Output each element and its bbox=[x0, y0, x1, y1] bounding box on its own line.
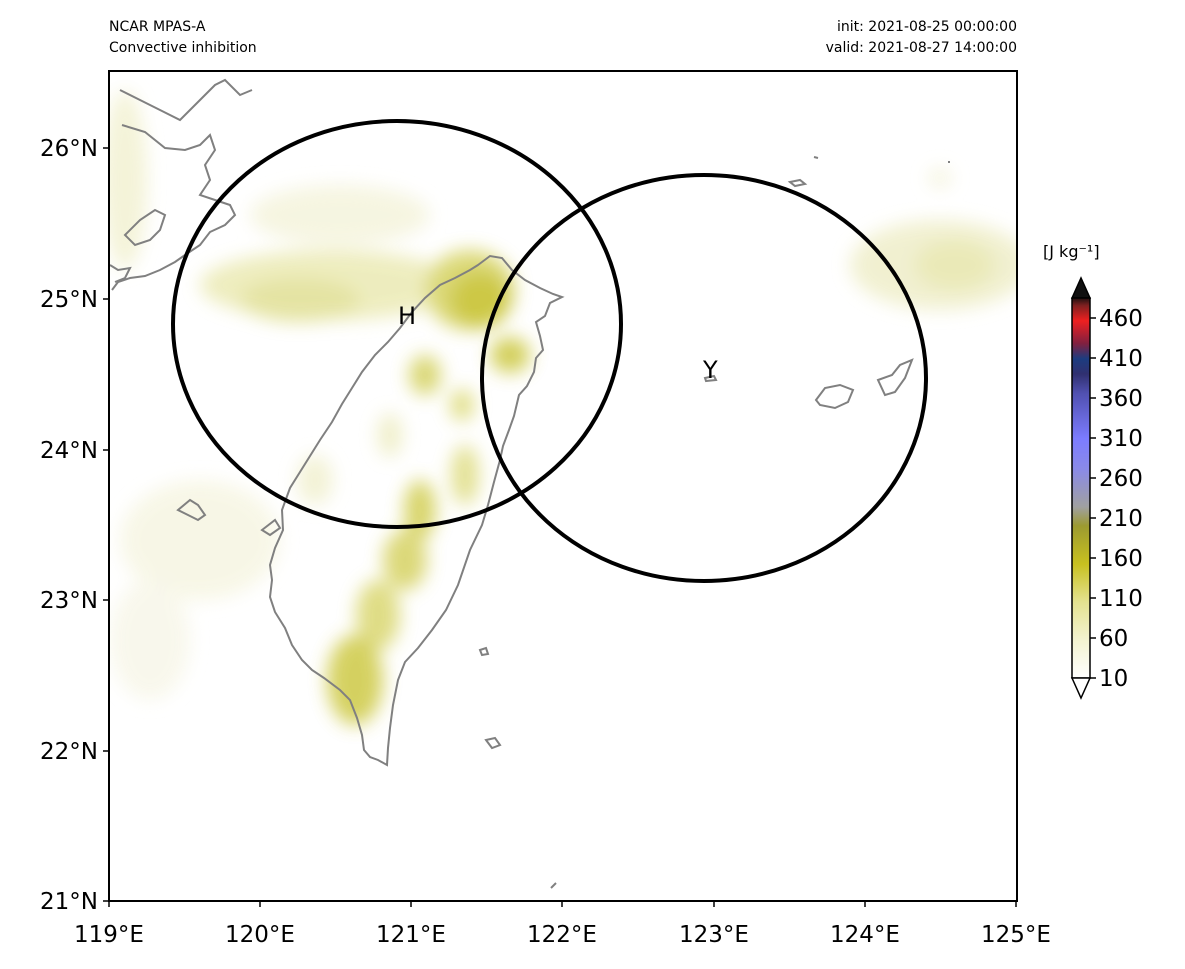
x-tick-120: 120°E bbox=[225, 922, 295, 948]
range-circle-h bbox=[171, 119, 623, 529]
marker-h: H bbox=[398, 302, 416, 330]
x-axis: 119°E 120°E 121°E 122°E 123°E 124°E 125°… bbox=[74, 901, 1051, 948]
cb-tick-410: 410 bbox=[1099, 346, 1143, 372]
header-right: init: 2021-08-25 00:00:00 valid: 2021-08… bbox=[826, 17, 1017, 59]
y-tick-21: 21°N bbox=[40, 889, 98, 915]
cb-tick-460: 460 bbox=[1099, 306, 1143, 332]
range-circle-y bbox=[480, 173, 928, 583]
cb-tick-110: 110 bbox=[1099, 586, 1143, 612]
coastlines bbox=[109, 78, 950, 889]
cb-tick-160: 160 bbox=[1099, 546, 1143, 572]
y-tick-23: 23°N bbox=[40, 588, 98, 614]
x-tick-119: 119°E bbox=[74, 922, 144, 948]
model-name: NCAR MPAS-A bbox=[109, 19, 206, 35]
init-time: init: 2021-08-25 00:00:00 bbox=[837, 19, 1017, 35]
cb-tick-260: 260 bbox=[1099, 466, 1143, 492]
cb-tick-210: 210 bbox=[1099, 506, 1143, 532]
colorbar: [J kg⁻¹] 10 60 110 160 210 260 310 360 4… bbox=[1043, 242, 1143, 700]
y-tick-22: 22°N bbox=[40, 739, 98, 765]
x-tick-125: 125°E bbox=[981, 922, 1051, 948]
y-tick-26: 26°N bbox=[40, 136, 98, 162]
x-tick-123: 123°E bbox=[679, 922, 749, 948]
cb-tick-60: 60 bbox=[1099, 626, 1128, 652]
valid-time: valid: 2021-08-27 14:00:00 bbox=[825, 40, 1017, 56]
colorbar-bar bbox=[1071, 297, 1091, 679]
field-name: Convective inhibition bbox=[109, 40, 257, 56]
y-tick-25: 25°N bbox=[40, 287, 98, 313]
x-tick-121: 121°E bbox=[376, 922, 446, 948]
map-frame bbox=[108, 70, 1018, 902]
colorbar-extend-max bbox=[1070, 276, 1092, 299]
cb-tick-310: 310 bbox=[1099, 426, 1143, 452]
y-tick-24: 24°N bbox=[40, 438, 98, 464]
header-left: NCAR MPAS-A Convective inhibition bbox=[109, 17, 257, 59]
marker-y: Y bbox=[702, 356, 718, 384]
y-axis: 26°N 25°N 24°N 23°N 22°N 21°N bbox=[40, 136, 109, 915]
x-tick-122: 122°E bbox=[527, 922, 597, 948]
cb-tick-10: 10 bbox=[1099, 666, 1128, 692]
colorbar-extend-min bbox=[1070, 677, 1092, 700]
colorbar-unit: [J kg⁻¹] bbox=[1043, 242, 1100, 261]
x-tick-124: 124°E bbox=[830, 922, 900, 948]
cb-tick-360: 360 bbox=[1099, 386, 1143, 412]
cin-field: H Y bbox=[109, 71, 1017, 901]
